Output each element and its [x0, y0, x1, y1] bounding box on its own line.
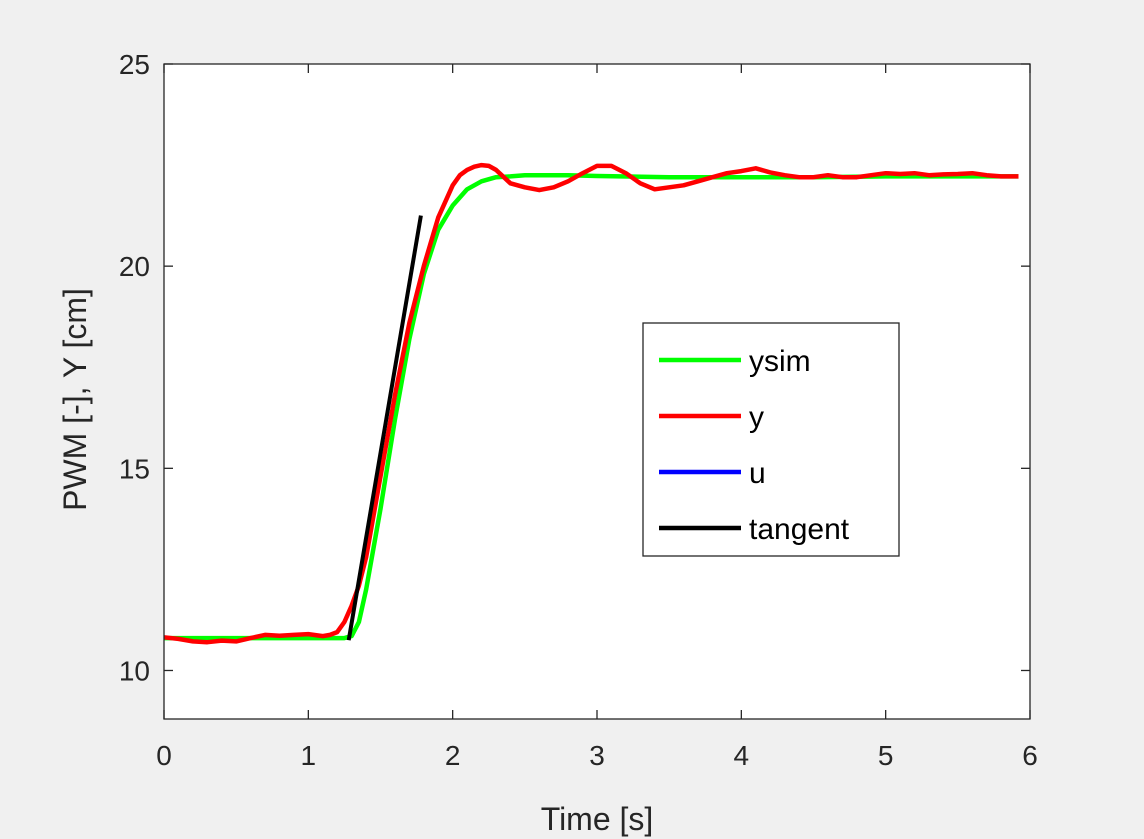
- tick-layer: 0 1 2 3 4 5 6 10 15 20 25: [119, 49, 1038, 771]
- legend: ysim yu tangent: [642, 322, 900, 557]
- x-tick-label: 2: [445, 740, 461, 771]
- legend-label-ysim: ysim: [749, 345, 811, 378]
- plot-area: [164, 64, 1030, 719]
- y-tick-label: 10: [119, 655, 150, 686]
- x-tick-label: 5: [878, 740, 894, 771]
- x-tick-label: 0: [156, 740, 172, 771]
- y-tick-label: 15: [119, 453, 150, 484]
- x-tick-label: 3: [589, 740, 605, 771]
- legend-label-u: u: [749, 457, 766, 490]
- y-tick-label: 20: [119, 251, 150, 282]
- series-line-y: [163, 162, 1019, 645]
- x-axis-label: Time [s]: [541, 801, 654, 837]
- x-tick-label: 6: [1022, 740, 1038, 771]
- x-tick-label: 1: [301, 740, 317, 771]
- x-tick-label: 4: [734, 740, 750, 771]
- legend-label-tangent: tangent: [749, 513, 850, 546]
- series-layer: [163, 162, 1019, 645]
- legend-label-y: y: [749, 401, 764, 434]
- y-axis-label: PWM [-], Y [cm]: [57, 288, 93, 511]
- y-tick-label: 25: [119, 49, 150, 80]
- series-line-tangent: [346, 215, 423, 641]
